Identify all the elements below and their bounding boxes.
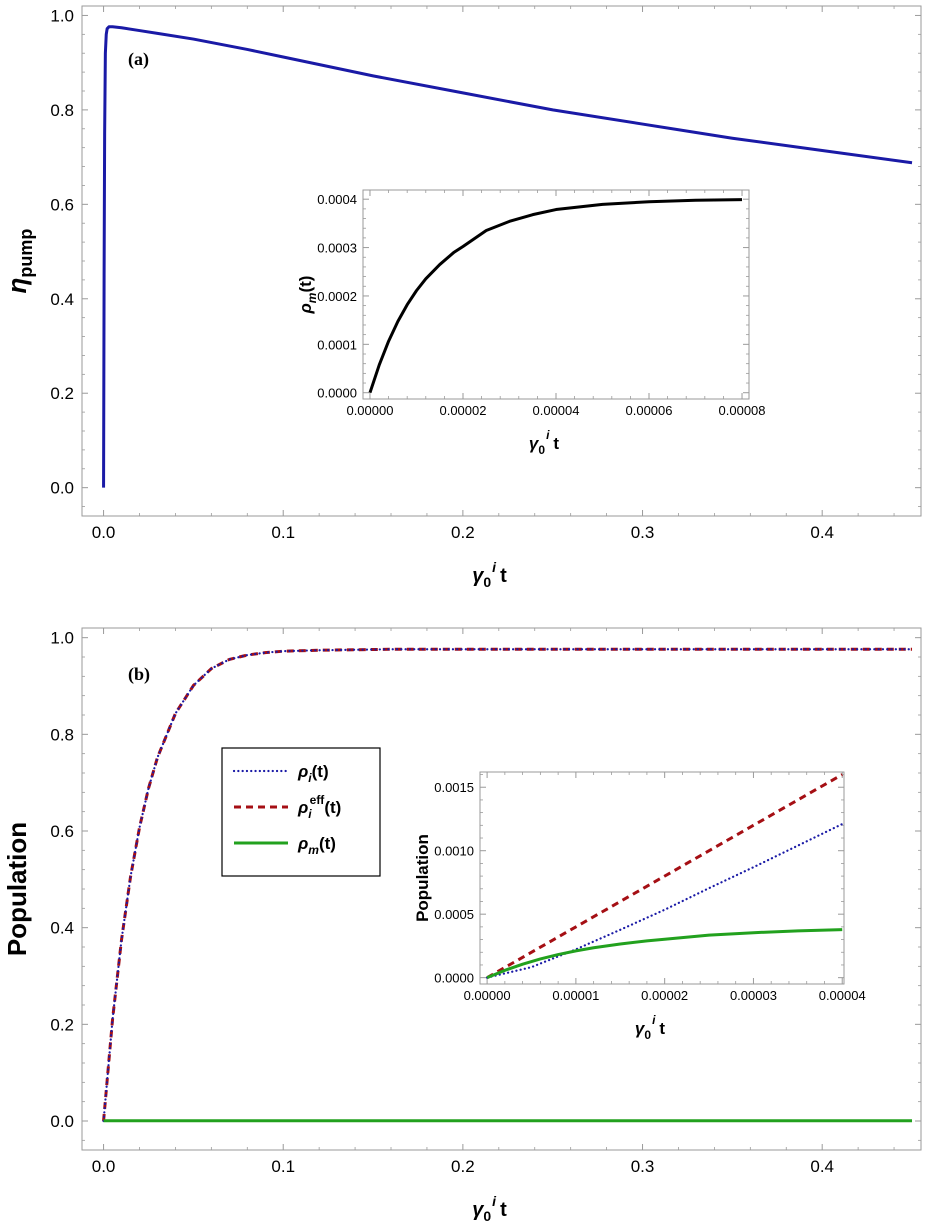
- series-line-rho_i: [486, 822, 844, 979]
- inset-a-x-axis-label: γ0i t: [529, 428, 560, 457]
- x-tick-label: 0.1: [271, 1157, 295, 1176]
- y-tick-label: 0.0: [50, 1112, 74, 1131]
- x-tick-label: 0.3: [631, 1157, 655, 1176]
- y-tick-label: 0.8: [50, 725, 74, 744]
- main-a-y-axis-label: ηpump: [2, 229, 36, 294]
- x-tick-label: 0.4: [810, 1157, 834, 1176]
- inset-b-y-axis-label: Population: [413, 834, 432, 922]
- x-tick-label: 0.00008: [719, 403, 766, 418]
- y-tick-label: 0.0005: [434, 907, 474, 922]
- series-line-eta_pump: [102, 25, 913, 488]
- y-tick-label: 0.0000: [434, 971, 474, 986]
- y-tick-label: 1.0: [50, 629, 74, 648]
- y-tick-label: 0.2: [50, 1015, 74, 1034]
- x-tick-label: 0.3: [631, 523, 655, 542]
- inset-a-plot-frame: [362, 189, 750, 400]
- main-a-x-axis-label: γ0i t: [472, 559, 507, 590]
- legend-label: ρm(t): [297, 834, 336, 857]
- inset-a-chart: 0.00000 0.00002 0.00004 0.00006 0.00008 0.000…: [296, 189, 766, 457]
- inset-b-x-axis-label: γ0i t: [635, 1013, 666, 1042]
- y-tick-label: 1.0: [50, 6, 74, 25]
- y-tick-label: 0.0010: [434, 844, 474, 859]
- x-tick-label: 0.1: [271, 523, 295, 542]
- x-tick-label: 0.0: [92, 523, 116, 542]
- y-tick-label: 0.0001: [317, 337, 357, 352]
- main-b-x-axis-label: γ0i t: [472, 1193, 507, 1224]
- series-line-rho_m: [368, 198, 743, 394]
- x-tick-label: 0.00000: [464, 988, 511, 1003]
- inset-b-chart: 0.00000 0.00001 0.00002 0.00003 0.00004 0.000…: [413, 771, 866, 1042]
- y-tick-label: 0.0002: [317, 289, 357, 304]
- y-tick-label: 0.0003: [317, 241, 357, 256]
- series-line-rho_i_eff: [486, 773, 843, 979]
- main-b-panel-label: (b): [128, 664, 150, 685]
- x-tick-label: 0.0: [92, 1157, 116, 1176]
- series-line-rho_m: [486, 928, 843, 980]
- x-tick-label: 0.00004: [819, 988, 866, 1003]
- x-tick-label: 0.00000: [346, 403, 393, 418]
- legend-label: ρieff(t): [297, 793, 341, 821]
- series-line-rho_i: [102, 648, 914, 1123]
- x-tick-label: 0.00003: [730, 988, 777, 1003]
- y-tick-label: 0.8: [50, 101, 74, 120]
- y-tick-label: 0.6: [50, 822, 74, 841]
- x-tick-label: 0.00006: [626, 403, 673, 418]
- y-tick-label: 0.2: [50, 384, 74, 403]
- x-tick-label: 0.00001: [552, 988, 599, 1003]
- y-tick-label: 0.4: [50, 919, 74, 938]
- y-tick-label: 0.6: [50, 195, 74, 214]
- y-tick-label: 0.0015: [434, 780, 474, 795]
- inset-a-y-axis-label: ρm(t): [296, 276, 319, 315]
- x-tick-label: 0.00002: [439, 403, 486, 418]
- legend-box: [221, 747, 381, 877]
- legend-label: ρi(t): [297, 762, 329, 785]
- y-tick-label: 0.4: [50, 290, 74, 309]
- y-tick-label: 0.0000: [317, 386, 357, 401]
- x-tick-label: 0.4: [810, 523, 834, 542]
- x-tick-label: 0.00002: [641, 988, 688, 1003]
- main-b-y-axis-label: Population: [2, 822, 32, 956]
- y-tick-label: 0.0004: [317, 192, 357, 207]
- main-a-panel-label: (a): [128, 49, 149, 70]
- x-tick-label: 0.2: [451, 1157, 475, 1176]
- x-tick-label: 0.2: [451, 523, 475, 542]
- y-tick-label: 0.0: [50, 479, 74, 498]
- x-tick-label: 0.00004: [533, 403, 580, 418]
